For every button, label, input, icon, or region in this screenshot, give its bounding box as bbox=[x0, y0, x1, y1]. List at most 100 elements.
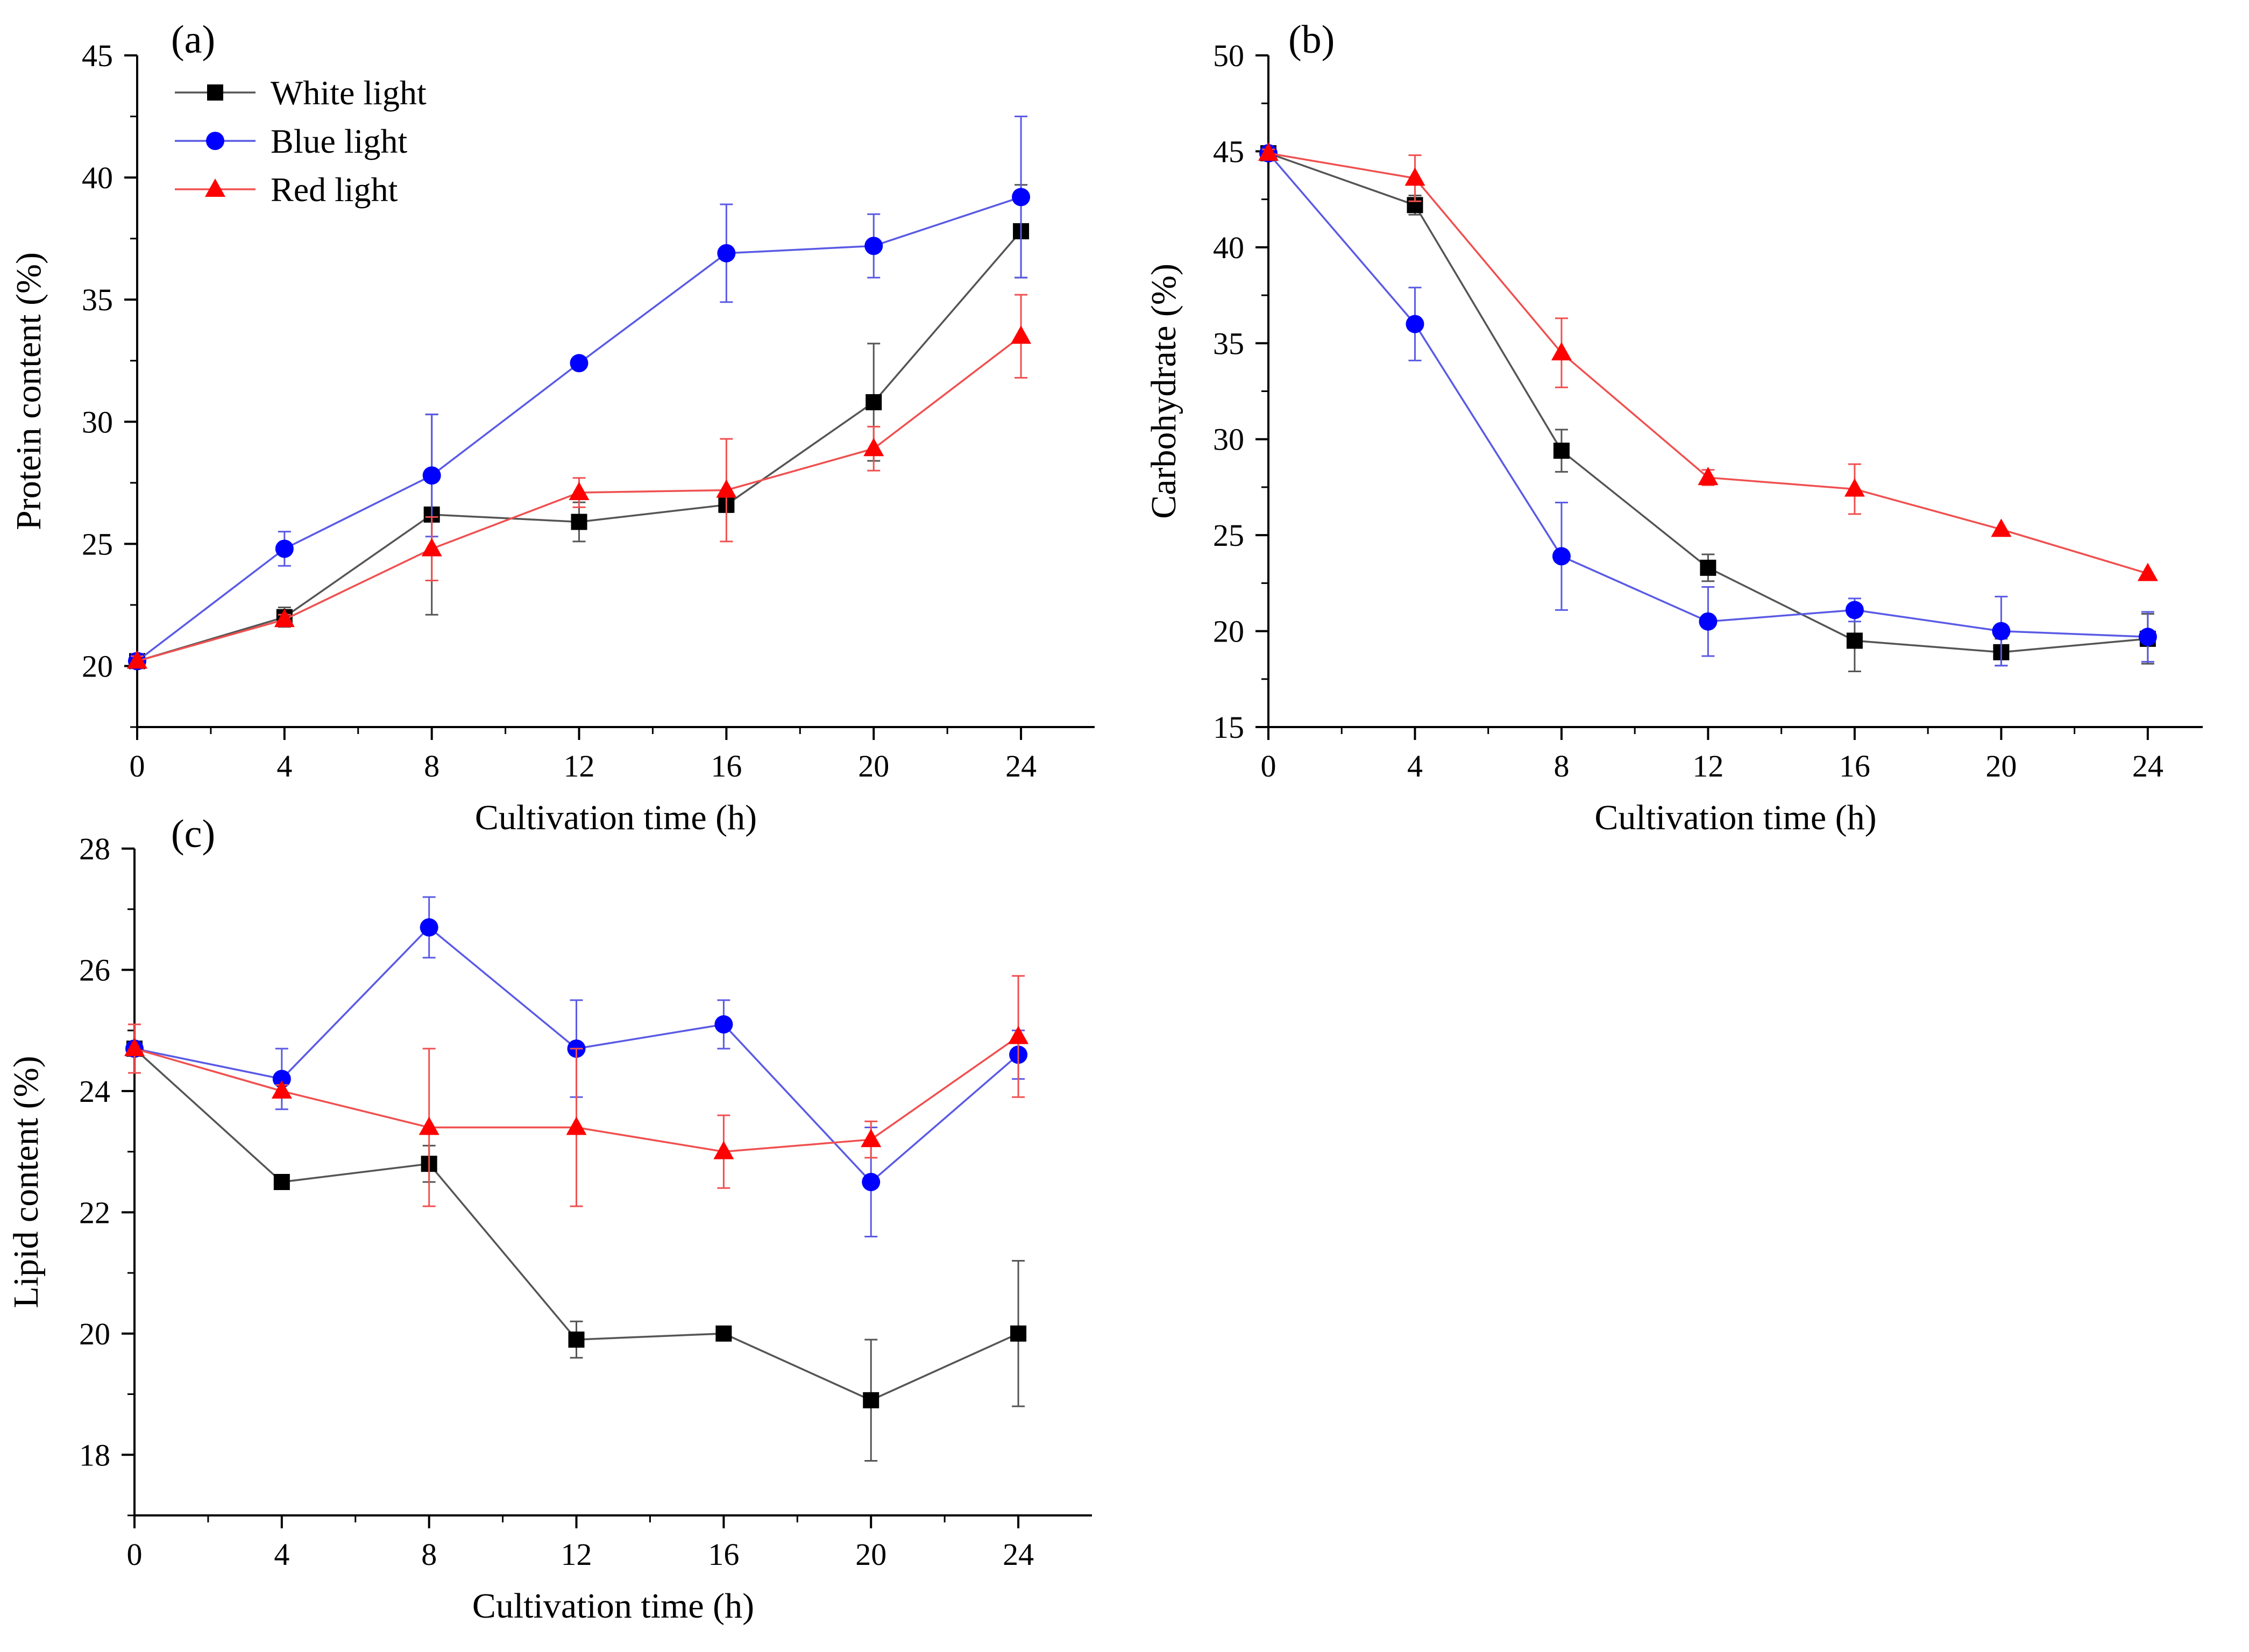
panel-label: (a) bbox=[171, 18, 215, 62]
data-point bbox=[1008, 1026, 1029, 1044]
data-point bbox=[863, 438, 884, 457]
y-tick-label: 20 bbox=[82, 649, 113, 683]
data-point bbox=[420, 918, 438, 937]
series-blue-light bbox=[1259, 144, 2157, 667]
data-point bbox=[569, 481, 590, 500]
chart-panel: 0 4 8 12 16 20 24 20 25 30 35 40 45 Cultivation time … bbox=[9, 18, 1095, 837]
chart-panel: 0 4 8 12 16 20 24 18 20 22 24 26 28 Cultivation time … bbox=[6, 812, 1092, 1626]
y-tick-label: 28 bbox=[79, 831, 110, 866]
x-tick-label: 0 bbox=[127, 1537, 143, 1572]
y-tick-label: 30 bbox=[82, 404, 113, 439]
series-red-light bbox=[124, 975, 1029, 1207]
x-tick-label: 24 bbox=[1005, 749, 1037, 784]
data-point bbox=[1010, 1325, 1027, 1342]
data-point bbox=[2138, 628, 2157, 646]
x-tick-label: 12 bbox=[1692, 749, 1723, 784]
x-tick-label: 4 bbox=[276, 749, 292, 784]
data-point bbox=[127, 650, 147, 669]
x-tick-label: 20 bbox=[1985, 749, 2017, 784]
y-tick-label: 50 bbox=[1213, 38, 1244, 73]
x-tick-label: 16 bbox=[1839, 749, 1870, 784]
series-white-light bbox=[129, 184, 1030, 670]
data-point bbox=[1991, 518, 2012, 537]
legend-label: White light bbox=[271, 74, 427, 112]
x-axis-title: Cultivation time (h) bbox=[475, 798, 757, 837]
series-line bbox=[136, 196, 1021, 662]
data-point bbox=[716, 479, 737, 498]
data-point bbox=[568, 1331, 585, 1348]
data-point bbox=[2137, 562, 2158, 581]
x-tick-label: 4 bbox=[1407, 749, 1423, 784]
y-tick-label: 15 bbox=[1213, 710, 1244, 745]
legend-marker bbox=[207, 84, 223, 101]
data-point bbox=[421, 538, 442, 557]
y-tick-label: 26 bbox=[79, 952, 110, 987]
data-point bbox=[865, 394, 882, 410]
data-point bbox=[273, 1174, 290, 1190]
data-point bbox=[1844, 478, 1865, 497]
x-axis-title: Cultivation time (h) bbox=[472, 1586, 754, 1626]
y-tick-label: 18 bbox=[79, 1437, 110, 1472]
series-blue-light bbox=[128, 116, 1031, 671]
data-point bbox=[1698, 467, 1719, 486]
data-point bbox=[713, 1141, 734, 1159]
x-tick-label: 8 bbox=[421, 1537, 437, 1572]
y-tick-label: 30 bbox=[1213, 422, 1244, 457]
series-line bbox=[1268, 152, 2148, 575]
data-point bbox=[1699, 612, 1718, 631]
data-point bbox=[1011, 325, 1032, 344]
data-point bbox=[864, 237, 883, 255]
series-line bbox=[137, 230, 1022, 663]
legend-label: Red light bbox=[271, 170, 398, 209]
y-tick-label: 45 bbox=[1213, 134, 1244, 169]
y-tick-label: 24 bbox=[79, 1074, 110, 1109]
x-tick-label: 12 bbox=[561, 1537, 592, 1572]
y-tick-label: 22 bbox=[79, 1195, 110, 1230]
data-point bbox=[863, 1392, 879, 1408]
legend: White light Blue light Red light bbox=[175, 74, 427, 209]
y-tick-label: 25 bbox=[82, 526, 113, 561]
x-tick-label: 12 bbox=[564, 749, 595, 784]
data-point bbox=[1012, 188, 1031, 206]
data-point bbox=[275, 539, 294, 558]
x-tick-label: 24 bbox=[2132, 749, 2163, 784]
data-point bbox=[717, 244, 736, 262]
y-tick-label: 25 bbox=[1213, 518, 1244, 553]
panel-label: (b) bbox=[1288, 18, 1335, 62]
x-tick-label: 8 bbox=[1553, 749, 1569, 784]
x-tick-label: 20 bbox=[858, 749, 889, 784]
data-point bbox=[570, 354, 588, 373]
data-point bbox=[1846, 632, 1863, 649]
data-point bbox=[418, 1116, 439, 1135]
data-point bbox=[715, 1325, 732, 1342]
data-point bbox=[274, 609, 295, 628]
y-tick-label: 35 bbox=[1213, 326, 1244, 361]
panel-label: (c) bbox=[171, 812, 215, 856]
data-point bbox=[1845, 601, 1864, 620]
data-point bbox=[862, 1173, 881, 1191]
y-tick-label: 20 bbox=[1213, 614, 1244, 649]
x-tick-label: 16 bbox=[711, 749, 742, 784]
y-tick-label: 35 bbox=[82, 282, 113, 317]
y-axis-title: Carbohydrate (%) bbox=[1144, 264, 1183, 519]
data-point bbox=[861, 1129, 882, 1148]
chart-panel: 0 4 8 12 16 20 24 15 20 25 30 35 40 45 50 Cultivation t… bbox=[1144, 18, 2203, 837]
x-tick-label: 16 bbox=[708, 1537, 739, 1572]
data-point bbox=[566, 1116, 587, 1135]
data-point bbox=[1406, 315, 1424, 333]
x-axis-title: Cultivation time (h) bbox=[1594, 798, 1876, 837]
x-tick-label: 24 bbox=[1003, 1537, 1034, 1572]
data-point bbox=[1551, 342, 1572, 361]
y-tick-label: 20 bbox=[79, 1316, 110, 1351]
legend-marker bbox=[205, 179, 225, 197]
x-tick-label: 8 bbox=[424, 749, 439, 784]
data-point bbox=[714, 1015, 733, 1034]
y-tick-label: 40 bbox=[82, 160, 113, 195]
y-tick-label: 40 bbox=[1213, 230, 1244, 265]
series-red-light bbox=[1258, 142, 2158, 581]
data-point bbox=[422, 466, 441, 485]
y-tick-label: 45 bbox=[82, 38, 113, 73]
data-point bbox=[1700, 559, 1716, 576]
x-tick-label: 0 bbox=[130, 749, 145, 784]
x-tick-label: 0 bbox=[1261, 749, 1276, 784]
